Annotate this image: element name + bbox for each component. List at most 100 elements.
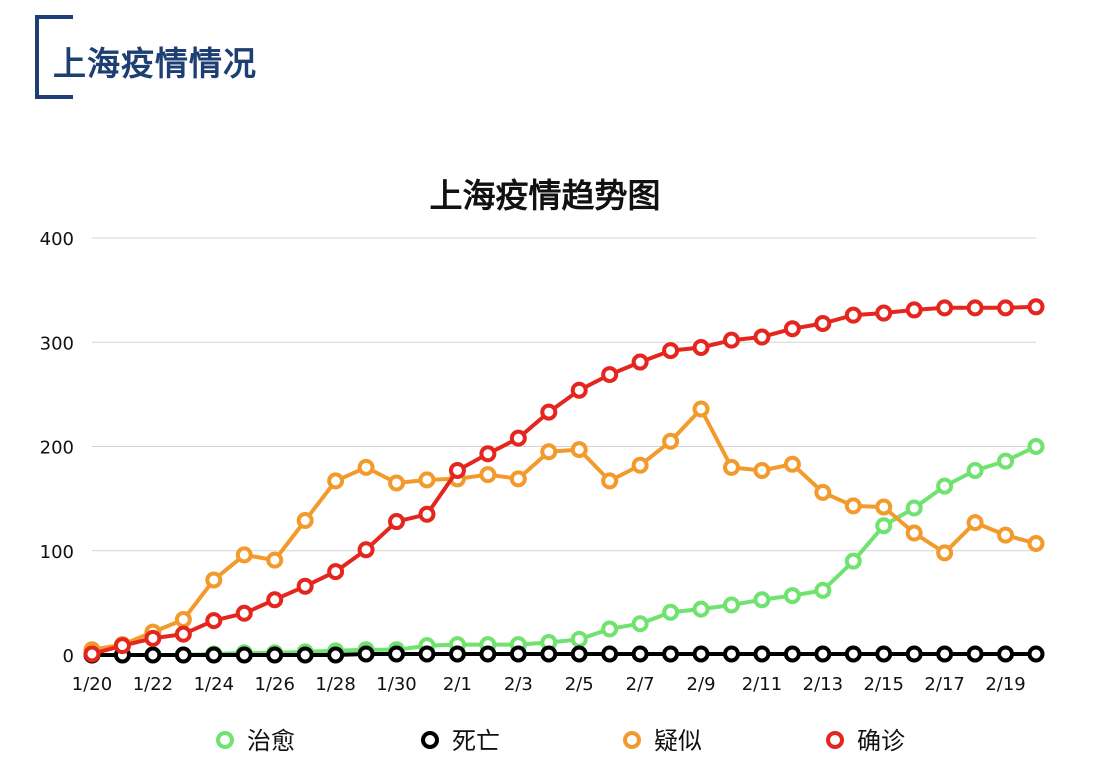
data-point bbox=[905, 645, 923, 663]
data-point bbox=[540, 403, 558, 421]
page-title: 上海疫情情况 bbox=[53, 44, 257, 83]
data-point bbox=[662, 432, 680, 450]
chart-legend: 治愈 死亡 疑似 确诊 bbox=[216, 727, 905, 755]
data-point bbox=[113, 637, 131, 655]
x-tick-label: 1/20 bbox=[72, 674, 112, 695]
x-tick-label: 1/30 bbox=[376, 674, 416, 695]
data-point bbox=[631, 645, 649, 663]
x-tick-label: 2/19 bbox=[985, 674, 1025, 695]
data-point bbox=[814, 483, 832, 501]
data-point bbox=[266, 551, 284, 569]
data-point bbox=[844, 497, 862, 515]
data-point bbox=[662, 645, 680, 663]
data-point bbox=[418, 471, 436, 489]
data-point bbox=[722, 596, 740, 614]
data-point bbox=[997, 452, 1015, 470]
legend-marker bbox=[826, 731, 844, 749]
data-point bbox=[692, 645, 710, 663]
series-line bbox=[92, 652, 1036, 657]
data-point bbox=[905, 524, 923, 542]
data-point bbox=[174, 646, 192, 664]
data-point bbox=[844, 552, 862, 570]
data-point bbox=[1027, 438, 1045, 455]
data-point bbox=[418, 505, 436, 523]
data-point bbox=[844, 306, 862, 324]
x-axis-ticks: 1/20 1/22 1/24 1/26 1/28 1/30 2/1 2/3 2/5 2/7 2/9 2… bbox=[72, 674, 1026, 695]
data-point bbox=[1027, 645, 1045, 663]
data-point bbox=[753, 328, 771, 346]
data-point bbox=[722, 331, 740, 349]
y-tick-label: 200 bbox=[40, 438, 74, 459]
data-point bbox=[875, 304, 893, 322]
data-point bbox=[783, 645, 801, 663]
x-tick-label: 2/7 bbox=[626, 674, 655, 695]
legend-label: 确诊 bbox=[857, 727, 905, 755]
data-point bbox=[601, 620, 619, 638]
data-point bbox=[662, 342, 680, 360]
y-tick-label: 0 bbox=[63, 646, 74, 667]
data-point bbox=[814, 581, 832, 599]
data-point bbox=[631, 615, 649, 633]
data-point bbox=[783, 455, 801, 473]
data-point bbox=[905, 301, 923, 319]
data-point bbox=[296, 646, 314, 664]
data-point bbox=[936, 544, 954, 562]
data-point bbox=[266, 591, 284, 609]
data-point bbox=[875, 498, 893, 516]
data-point bbox=[266, 646, 284, 664]
x-tick-label: 1/22 bbox=[133, 674, 173, 695]
data-point bbox=[966, 461, 984, 479]
x-tick-label: 1/24 bbox=[194, 674, 234, 695]
legend-label: 死亡 bbox=[452, 727, 500, 755]
data-point bbox=[235, 604, 253, 622]
series-line bbox=[91, 407, 1037, 652]
data-point bbox=[235, 646, 253, 664]
x-tick-label: 2/9 bbox=[687, 674, 716, 695]
data-point bbox=[997, 299, 1015, 317]
data-point bbox=[1027, 298, 1045, 316]
legend-label: 疑似 bbox=[654, 727, 702, 755]
data-point bbox=[905, 499, 923, 517]
x-tick-label: 2/13 bbox=[803, 674, 843, 695]
data-point bbox=[570, 630, 588, 648]
data-point bbox=[936, 645, 954, 663]
data-point bbox=[479, 466, 497, 484]
header-bracket-decoration bbox=[35, 15, 73, 99]
data-point bbox=[601, 645, 619, 663]
chart-series bbox=[83, 298, 1045, 664]
data-point bbox=[722, 458, 740, 476]
data-point bbox=[753, 461, 771, 479]
x-tick-label: 2/1 bbox=[443, 674, 472, 695]
y-tick-label: 300 bbox=[40, 333, 74, 354]
data-point bbox=[966, 299, 984, 317]
data-point bbox=[601, 472, 619, 490]
data-point bbox=[753, 591, 771, 609]
series-line bbox=[91, 304, 1037, 656]
x-tick-label: 2/11 bbox=[742, 674, 782, 695]
data-point bbox=[357, 541, 375, 559]
data-point bbox=[936, 477, 954, 495]
data-point bbox=[296, 512, 314, 530]
data-point bbox=[601, 366, 619, 384]
data-point bbox=[631, 456, 649, 474]
data-point bbox=[296, 577, 314, 595]
data-point bbox=[83, 645, 101, 663]
data-point bbox=[205, 612, 223, 630]
data-point bbox=[448, 645, 466, 663]
x-tick-label: 2/17 bbox=[924, 674, 964, 695]
data-point bbox=[875, 517, 893, 535]
data-point bbox=[1027, 534, 1045, 552]
data-point bbox=[418, 645, 436, 663]
data-point bbox=[388, 474, 406, 492]
legend-label: 治愈 bbox=[247, 727, 295, 755]
legend-marker bbox=[216, 731, 234, 749]
data-point bbox=[814, 645, 832, 663]
data-point bbox=[753, 645, 771, 663]
chart-grid bbox=[92, 237, 1036, 656]
data-point bbox=[966, 645, 984, 663]
legend-marker bbox=[421, 731, 439, 749]
data-point bbox=[570, 381, 588, 399]
data-point bbox=[357, 458, 375, 476]
data-point bbox=[235, 546, 253, 564]
chart-title: 上海疫情趋势图 bbox=[430, 176, 661, 215]
